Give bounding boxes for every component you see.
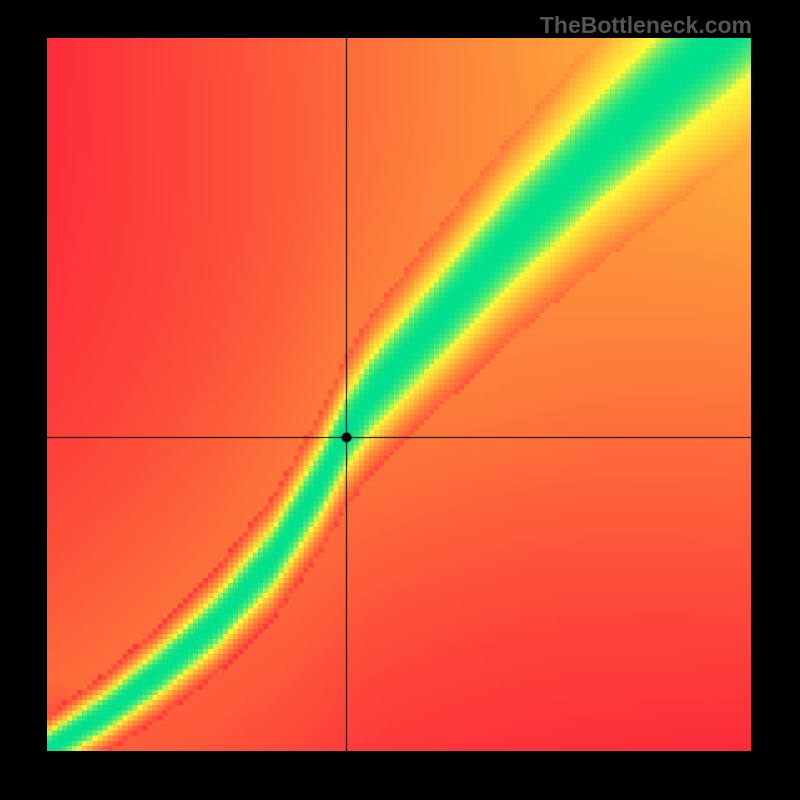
stage: TheBottleneck.com [0,0,800,800]
bottleneck-heatmap [47,38,751,751]
watermark-text: TheBottleneck.com [540,12,752,39]
